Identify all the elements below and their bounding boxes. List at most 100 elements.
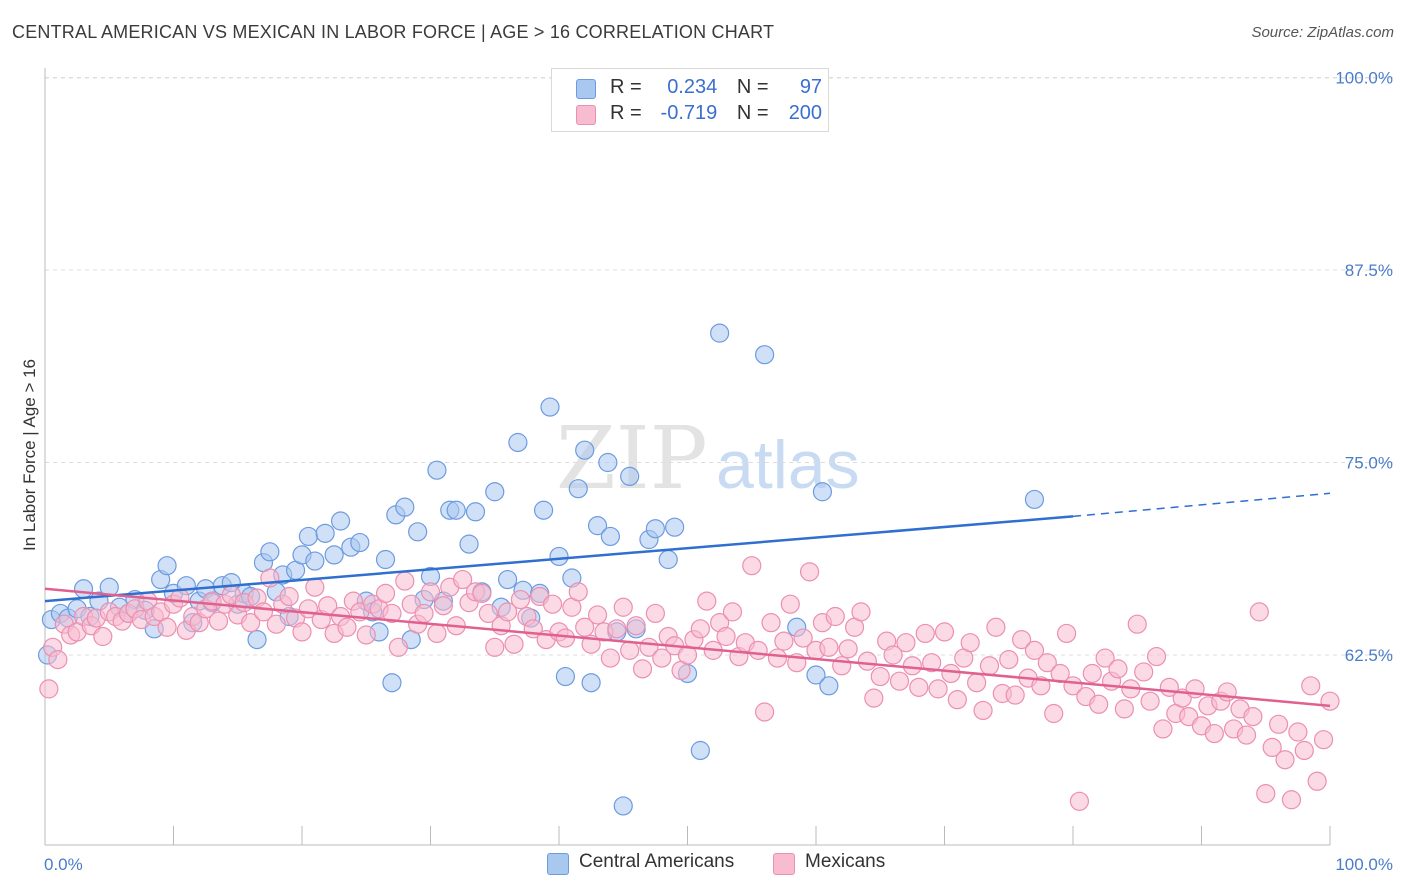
tick-labels: 62.5% 75.0% 87.5% 100.0% 0.0% 100.0% <box>44 69 1393 875</box>
data-point-mexican <box>774 631 794 651</box>
bottom-legend-swatch-blue <box>547 853 569 875</box>
data-point-mexican <box>697 591 717 611</box>
data-point-mexican <box>1179 706 1199 727</box>
data-point-mexican <box>388 637 408 657</box>
data-point-mexican <box>600 648 621 668</box>
data-point-mexican <box>401 594 421 614</box>
data-point-mexican <box>1262 737 1282 758</box>
data-point-mexican <box>1281 790 1302 810</box>
data-point-mexican <box>504 634 524 654</box>
data-point-central-american <box>690 740 710 761</box>
data-point-mexican <box>1108 659 1128 679</box>
data-point-central-american <box>446 500 466 520</box>
data-point-central-american <box>613 796 633 816</box>
data-point-mexican <box>690 619 710 639</box>
data-point-mexican <box>1243 706 1263 727</box>
data-point-mexican <box>1256 783 1276 804</box>
data-point-mexican <box>93 626 113 647</box>
data-point-mexican <box>587 605 608 625</box>
data-point-mexican <box>1204 723 1224 744</box>
data-point-mexican <box>1301 676 1321 696</box>
data-point-mexican <box>1313 730 1334 750</box>
data-point-mexican <box>1275 750 1295 770</box>
data-point-central-american <box>710 323 730 343</box>
data-point-mexican <box>568 582 588 602</box>
data-point-central-american <box>665 517 685 537</box>
data-point-mexican <box>825 606 845 627</box>
data-point-mexican <box>748 640 768 660</box>
data-point-mexican <box>575 617 595 637</box>
data-point-mexican <box>626 616 646 636</box>
data-point-mexican <box>1146 646 1167 667</box>
data-point-central-american <box>395 497 415 517</box>
data-point-mexican <box>1082 663 1102 684</box>
legend-n-value: 97 <box>799 76 823 98</box>
data-point-mexican <box>941 663 961 684</box>
data-point-central-american <box>375 549 396 570</box>
data-point-mexican <box>157 617 177 637</box>
data-point-mexican <box>947 690 967 710</box>
data-point-mexican <box>472 583 492 604</box>
data-point-central-american <box>812 482 833 502</box>
data-point-mexican <box>761 613 781 633</box>
data-point-central-american <box>587 516 608 536</box>
data-point-mexican <box>1294 740 1314 761</box>
data-point-mexican <box>716 626 736 647</box>
data-point-mexican <box>208 611 229 631</box>
data-point-mexican <box>382 603 402 624</box>
data-point-mexican <box>973 700 993 721</box>
data-point-mexican <box>780 594 800 614</box>
data-point-mexican <box>632 659 653 679</box>
data-point-central-american <box>581 673 601 693</box>
y-axis-title: In Labor Force | Age > 16 <box>20 359 39 551</box>
data-point-central-american <box>658 549 678 570</box>
data-point-central-american <box>555 666 576 687</box>
data-point-central-american <box>598 452 618 473</box>
data-point-mexican <box>722 602 743 622</box>
data-point-mexican <box>279 586 299 607</box>
data-point-mexican <box>870 666 890 687</box>
legend-n-label: N = <box>736 102 769 124</box>
data-point-mexican <box>819 637 839 657</box>
data-point-mexican <box>909 677 929 697</box>
data-point-central-american <box>600 526 621 547</box>
data-point-mexican <box>1288 722 1308 742</box>
data-point-mexican <box>241 613 261 633</box>
gridlines <box>45 77 1395 656</box>
data-point-mexican <box>883 645 903 665</box>
y-tick-label: 100.0% <box>1335 69 1393 88</box>
bottom-legend-label: Central Americans <box>579 851 735 872</box>
data-point-mexican <box>498 602 518 622</box>
data-point-central-american <box>350 532 370 553</box>
data-point-central-american <box>315 523 335 543</box>
data-point-central-american <box>427 460 447 480</box>
data-point-mexican <box>838 639 858 659</box>
axes <box>44 68 1331 846</box>
bottom-legend-label: Mexicans <box>805 851 886 872</box>
data-point-central-american <box>645 519 665 539</box>
series-central-americans <box>37 323 1045 816</box>
data-point-mexican <box>902 656 922 676</box>
data-point-central-american <box>549 546 569 567</box>
data-point-central-american <box>298 526 319 547</box>
data-point-central-american <box>324 545 344 565</box>
data-point-central-american <box>1024 489 1045 510</box>
data-point-mexican <box>356 625 376 645</box>
x-tick-label: 0.0% <box>44 855 83 874</box>
data-point-mexican <box>915 623 935 644</box>
data-point-mexican <box>1089 694 1109 714</box>
data-point-mexican <box>1037 653 1057 673</box>
data-point-mexican <box>832 656 852 676</box>
data-point-mexican <box>1127 614 1147 634</box>
x-tick-label: 100.0% <box>1335 855 1393 874</box>
data-point-mexican <box>652 648 672 668</box>
data-point-mexican <box>433 596 453 616</box>
data-point-mexican <box>1236 725 1257 745</box>
data-point-mexican <box>337 617 357 637</box>
data-point-central-american <box>754 345 775 365</box>
y-tick-label: 62.5% <box>1345 646 1393 665</box>
y-tick-label: 87.5% <box>1345 261 1393 280</box>
data-point-central-american <box>485 482 505 502</box>
data-point-mexican <box>928 679 948 699</box>
